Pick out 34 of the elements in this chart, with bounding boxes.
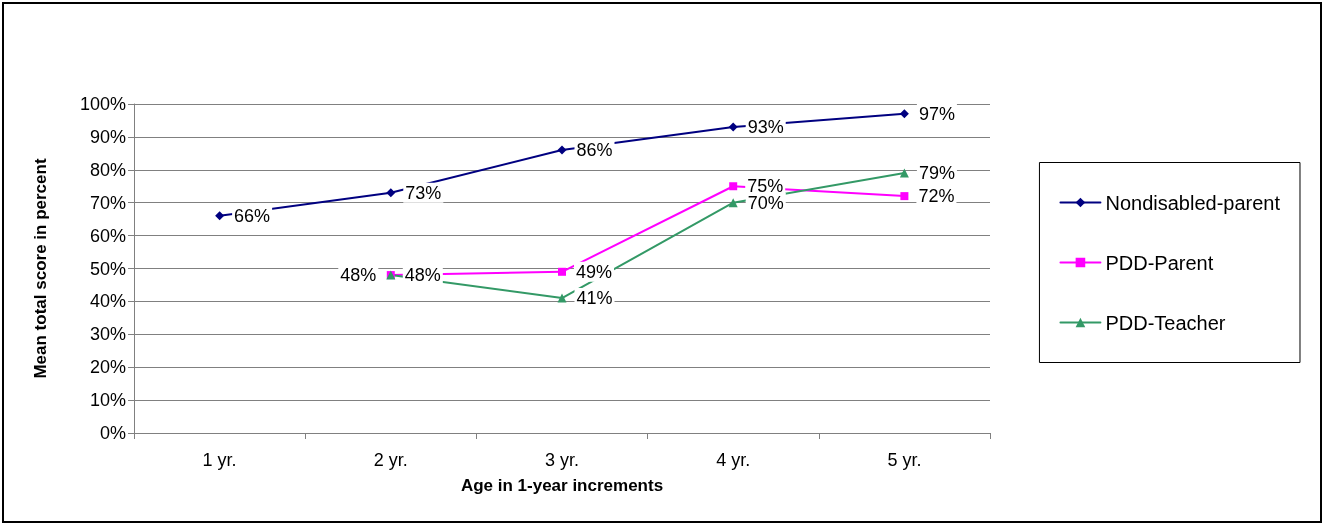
data-label: 86% — [576, 140, 613, 161]
data-label: 97% — [918, 103, 955, 124]
data-label: 48% — [340, 265, 377, 286]
x-axis-title: Age in 1-year increments — [460, 476, 664, 495]
y-tick-label: 70% — [89, 192, 126, 213]
x-tick-label: 1 yr. — [202, 450, 237, 470]
y-tick-label: 30% — [89, 324, 126, 345]
data-label: 48% — [404, 265, 441, 286]
data-label: 66% — [234, 205, 271, 226]
legend-label: PDD-Parent — [1105, 251, 1214, 274]
data-label: 70% — [747, 192, 784, 213]
y-tick-label: 100% — [79, 94, 126, 114]
y-axis-title: Mean total score in percent — [31, 158, 50, 379]
data-label: 93% — [747, 117, 784, 138]
y-tick-label: 60% — [89, 225, 126, 246]
y-tick-label: 10% — [89, 390, 126, 411]
y-tick-label: 0% — [99, 423, 126, 443]
data-label: 72% — [918, 186, 955, 207]
y-tick-label: 40% — [89, 291, 126, 312]
data-label: 41% — [576, 288, 613, 309]
y-tick-label: 90% — [89, 126, 126, 147]
y-tick-label: 20% — [89, 357, 126, 378]
x-tick-label: 4 yr. — [716, 450, 751, 470]
data-label: 75% — [747, 176, 784, 197]
y-tick-label: 80% — [89, 159, 126, 180]
data-label: 73% — [405, 182, 442, 203]
legend-label: PDD-Teacher — [1105, 311, 1226, 334]
data-label: 79% — [918, 163, 955, 184]
x-tick-label: 3 yr. — [544, 450, 580, 470]
y-tick-label: 50% — [89, 258, 126, 279]
legend-label: Nondisabled-parent — [1105, 191, 1281, 214]
x-tick-label: 5 yr. — [887, 450, 922, 470]
data-label: 49% — [576, 261, 613, 282]
x-tick-label: 2 yr. — [373, 450, 408, 470]
